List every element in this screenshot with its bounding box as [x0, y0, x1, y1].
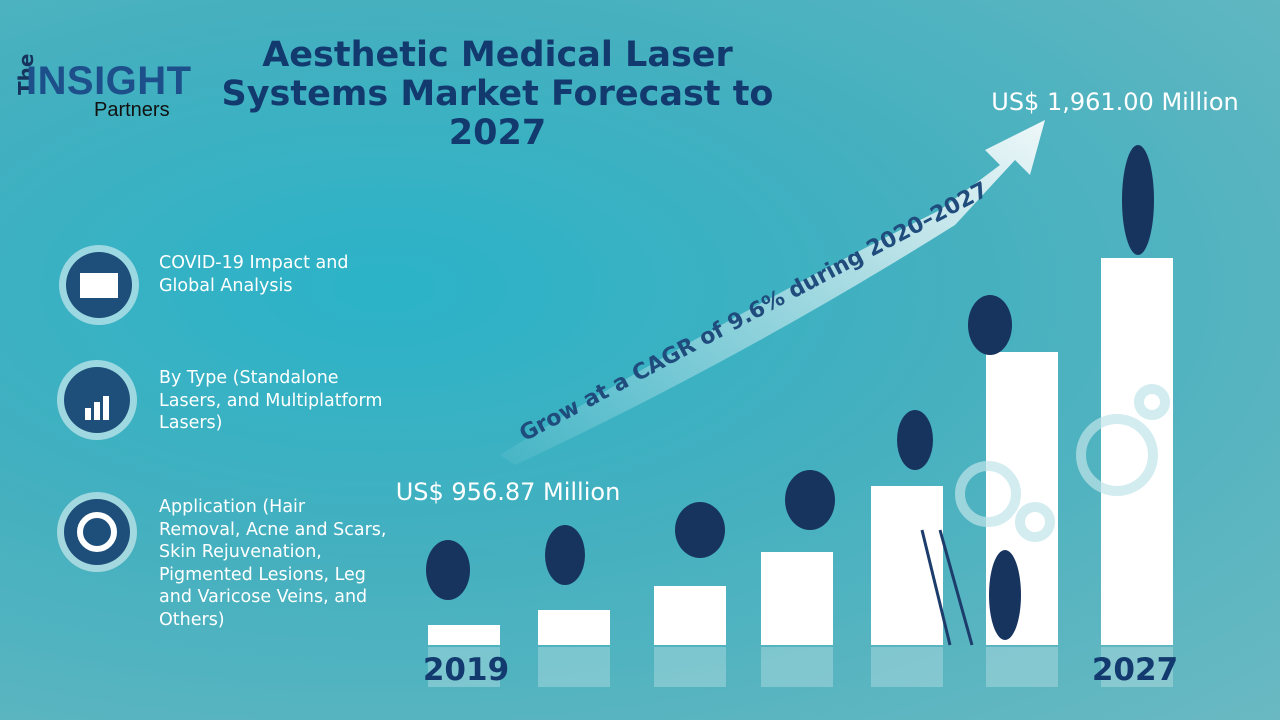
ladder	[920, 529, 974, 646]
end-value: US$ 1,961.00 Million	[991, 88, 1238, 116]
growth-arrow	[500, 120, 1045, 465]
title: Aesthetic Medical Laser Systems Market F…	[221, 35, 774, 153]
logo-insight: INSIGHT	[26, 59, 191, 103]
item: By Type (Standalone Lasers, and Multipla…	[159, 368, 383, 433]
logo-partners: Partners	[94, 99, 170, 121]
item: Application (Hair Removal, Acne and Scar…	[159, 497, 387, 630]
cagr-text: Grow at a CAGR of 9.6% during 2020–2027	[516, 178, 993, 447]
item: COVID-19 Impact and Global Analysis	[159, 253, 349, 296]
end-year: 2027	[1092, 652, 1178, 688]
start-value: US$ 956.87 Million	[396, 478, 621, 506]
people	[426, 145, 1154, 640]
gears	[955, 384, 1170, 542]
start-year: 2019	[423, 652, 509, 688]
logo-the: The	[14, 54, 38, 95]
icons	[57, 245, 139, 572]
